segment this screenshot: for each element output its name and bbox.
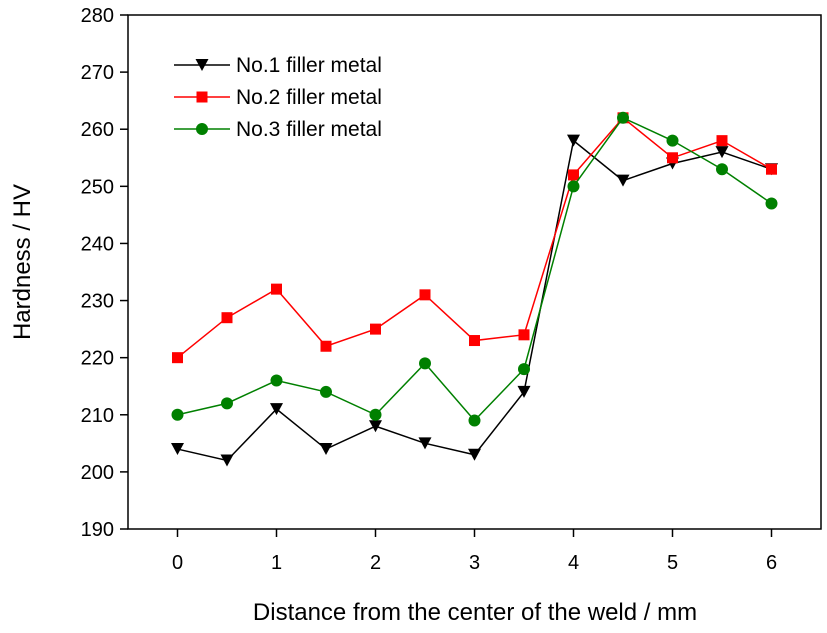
data-point: [518, 329, 530, 341]
y-tick-label: 200: [81, 462, 114, 484]
series-layer: [171, 111, 778, 467]
data-point: [716, 135, 728, 147]
data-point: [567, 134, 580, 147]
x-tick-label: 1: [271, 552, 282, 574]
y-tick-label: 280: [81, 5, 114, 27]
y-tick-label: 210: [81, 405, 114, 427]
series-3: [171, 111, 778, 427]
data-point: [319, 443, 333, 456]
data-point: [320, 340, 332, 352]
data-point: [221, 397, 233, 410]
legend-item: No.2 filler metal: [174, 86, 382, 109]
data-point: [419, 289, 431, 301]
data-point: [517, 385, 531, 398]
data-point: [171, 443, 184, 456]
data-point: [716, 163, 728, 176]
series-line: [177, 116, 772, 422]
y-axis-title: Hardness / HV: [9, 184, 36, 340]
series-2: [172, 112, 777, 364]
legend-label: No.1 filler metal: [236, 54, 382, 77]
data-point: [715, 146, 729, 159]
legend-item: No.3 filler metal: [174, 118, 382, 141]
y-tick-label: 230: [81, 291, 114, 313]
y-tick-label: 260: [81, 119, 114, 141]
data-point: [419, 357, 431, 370]
data-point: [369, 420, 382, 433]
data-point: [765, 197, 778, 210]
legend-item: No.1 filler metal: [174, 54, 382, 77]
legend-marker: [196, 91, 208, 103]
data-point: [271, 283, 282, 295]
data-point: [270, 374, 283, 387]
y-axis-ticks: 190 200 210 220 230 240 250 260 270 280: [81, 5, 128, 541]
data-point: [468, 414, 481, 427]
series-line: [177, 116, 772, 359]
legend-marker: [196, 123, 208, 135]
legend-marker: [195, 59, 209, 71]
data-point: [171, 408, 184, 421]
y-tick-label: 220: [81, 348, 114, 370]
data-point: [666, 134, 679, 147]
legend: No.1 filler metal No.2 filler metal No.3 f…: [174, 54, 382, 141]
legend-label: No.3 filler metal: [236, 118, 382, 141]
x-tick-label: 2: [370, 552, 381, 574]
data-point: [369, 408, 382, 421]
x-tick-label: 5: [667, 552, 678, 574]
x-axis-title: Distance from the center of the weld / m…: [253, 599, 697, 626]
y-tick-label: 270: [81, 62, 114, 84]
data-point: [518, 363, 530, 376]
legend-label: No.2 filler metal: [236, 86, 382, 109]
data-point: [617, 111, 629, 124]
x-tick-label: 3: [469, 552, 480, 574]
data-point: [567, 180, 580, 193]
data-point: [568, 169, 579, 181]
data-point: [172, 352, 183, 364]
x-tick-label: 4: [568, 552, 579, 574]
data-point: [220, 454, 234, 467]
data-point: [270, 403, 283, 416]
x-axis-ticks: 0 1 2 3 4 5 6: [172, 529, 777, 574]
y-tick-label: 190: [81, 519, 114, 541]
y-tick-label: 250: [81, 176, 114, 198]
data-point: [370, 323, 381, 335]
data-point: [616, 174, 630, 187]
x-tick-label: 0: [172, 552, 183, 574]
data-point: [667, 152, 678, 164]
series-line: [177, 139, 772, 462]
data-point: [221, 312, 233, 324]
data-point: [320, 385, 332, 398]
data-point: [469, 335, 480, 347]
x-tick-label: 6: [766, 552, 777, 574]
data-point: [468, 448, 481, 461]
data-point: [766, 163, 777, 175]
y-tick-label: 240: [81, 233, 114, 255]
data-point: [418, 437, 432, 450]
